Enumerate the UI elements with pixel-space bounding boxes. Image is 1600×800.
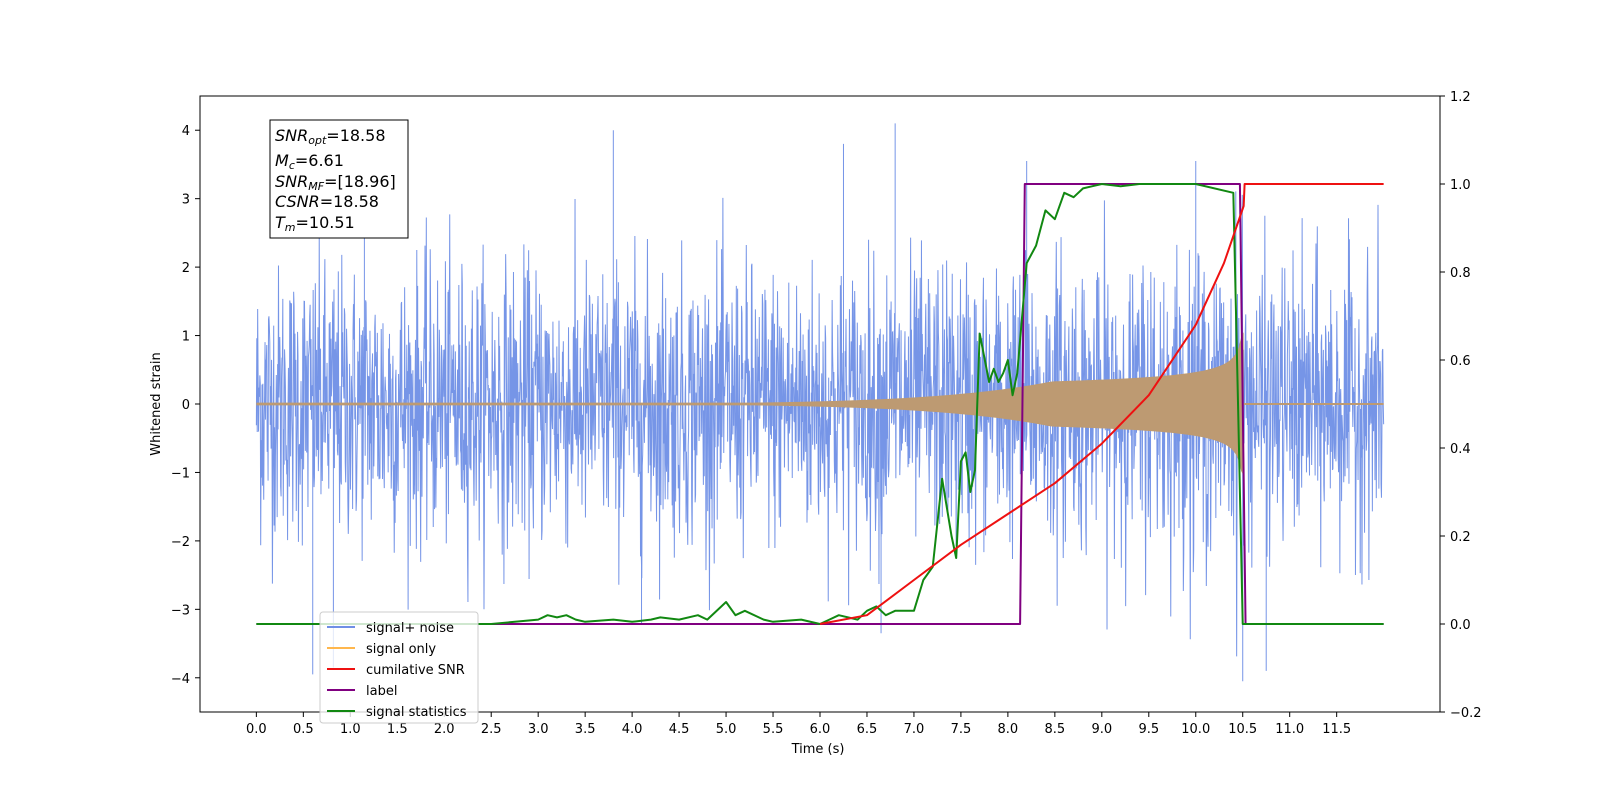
x-tick-label: 9.5 bbox=[1138, 722, 1159, 737]
legend-frame bbox=[319, 611, 479, 724]
annotation-csnr: CSNR=18.58 bbox=[275, 192, 379, 211]
series-cumulative-snr bbox=[819, 183, 1384, 625]
series-signal-statistics bbox=[256, 183, 1384, 625]
x-tick-label: 6.0 bbox=[810, 722, 831, 737]
metrics-annotation: SNRopt=18.58 Mc=6.61 SNRMF=[18.96] CSNR=… bbox=[269, 119, 409, 239]
y-right-tick-label: −0.2 bbox=[1450, 706, 1482, 721]
legend-signal-only-text: signal only bbox=[366, 642, 436, 657]
x-tick-label: 1.5 bbox=[387, 722, 408, 737]
y-right-tick-label: 0.0 bbox=[1450, 618, 1471, 633]
x-axis-ticks: 0.0 0.5 1.0 1.5 2.0 2.5 3.0 3.5 4.0 4.5 5.0 5.5 6.0 6… bbox=[246, 712, 1351, 737]
x-tick-label: 3.0 bbox=[528, 722, 549, 737]
x-tick-label: 1.0 bbox=[340, 722, 361, 737]
y-left-tick-label: −4 bbox=[171, 672, 190, 687]
x-tick-label: 3.5 bbox=[575, 722, 596, 737]
y-left-tick-label: 1 bbox=[182, 330, 190, 345]
y-right-tick-label: 0.8 bbox=[1450, 266, 1471, 281]
x-tick-label: 6.5 bbox=[857, 722, 878, 737]
x-tick-label: 9.0 bbox=[1091, 722, 1112, 737]
x-tick-label: 2.0 bbox=[434, 722, 455, 737]
x-tick-label: 7.5 bbox=[951, 722, 972, 737]
annotation-snr-opt: SNRopt=18.58 bbox=[275, 126, 386, 147]
x-tick-label: 4.5 bbox=[669, 722, 690, 737]
legend-signal-noise-text: signal+ noise bbox=[366, 621, 454, 636]
annotation-mc: Mc=6.61 bbox=[275, 151, 344, 172]
legend-label-text: label bbox=[366, 684, 397, 699]
x-tick-label: 4.0 bbox=[622, 722, 643, 737]
x-tick-label: 10.0 bbox=[1181, 722, 1210, 737]
legend: signal+ noise signal only cumilative SNR la… bbox=[319, 611, 479, 724]
y-axis-left-ticks: 4 3 2 1 0 −1 −2 −3 −4 bbox=[171, 124, 200, 687]
x-tick-label: 0.5 bbox=[293, 722, 314, 737]
y-left-tick-label: −1 bbox=[171, 466, 190, 481]
y-left-tick-label: −3 bbox=[171, 603, 190, 618]
y-axis-right-ticks: 1.2 1.0 0.8 0.6 0.4 0.2 0.0 −0.2 bbox=[1440, 90, 1482, 721]
annotation-box bbox=[269, 119, 409, 239]
legend-signal-statistics-text: signal statistics bbox=[366, 705, 467, 720]
annotation-tm: Tm=10.51 bbox=[275, 213, 355, 234]
y-right-tick-label: 1.0 bbox=[1450, 178, 1471, 193]
y-left-tick-label: 0 bbox=[182, 398, 190, 413]
y-left-tick-label: 3 bbox=[182, 193, 190, 208]
series-signal-only bbox=[256, 332, 1244, 476]
x-tick-label: 11.5 bbox=[1322, 722, 1351, 737]
y-right-tick-label: 1.2 bbox=[1450, 90, 1471, 105]
y-right-tick-label: 0.4 bbox=[1450, 442, 1471, 457]
series-signal-noise bbox=[255, 123, 1385, 682]
y-left-tick-label: 2 bbox=[182, 261, 190, 276]
x-tick-label: 10.5 bbox=[1228, 722, 1257, 737]
y-right-tick-label: 0.2 bbox=[1450, 530, 1471, 545]
y-left-tick-label: 4 bbox=[182, 124, 190, 139]
x-tick-label: 7.0 bbox=[904, 722, 925, 737]
x-tick-label: 11.0 bbox=[1275, 722, 1304, 737]
x-tick-label: 5.0 bbox=[716, 722, 737, 737]
x-tick-label: 8.0 bbox=[998, 722, 1019, 737]
series-layer bbox=[255, 123, 1385, 682]
x-axis-label: Time (s) bbox=[791, 742, 845, 757]
annotation-snr-mf: SNRMF=[18.96] bbox=[275, 172, 396, 193]
x-tick-label: 0.0 bbox=[246, 722, 267, 737]
x-tick-label: 8.5 bbox=[1045, 722, 1066, 737]
y-axis-label: Whitened strain bbox=[149, 352, 164, 455]
x-tick-label: 5.5 bbox=[763, 722, 784, 737]
legend-cumulative-snr-text: cumilative SNR bbox=[366, 663, 465, 678]
y-right-tick-label: 0.6 bbox=[1450, 354, 1471, 369]
y-left-tick-label: −2 bbox=[171, 535, 190, 550]
x-tick-label: 2.5 bbox=[481, 722, 502, 737]
